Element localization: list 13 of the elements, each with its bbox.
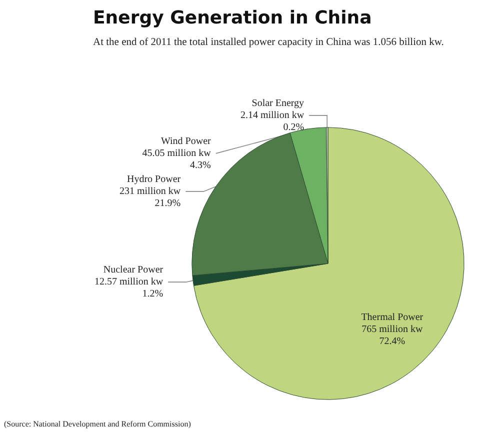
- slice-label: Wind Power: [160, 136, 212, 147]
- chart-title: Energy Generation in China: [93, 8, 372, 28]
- data-label: 2.14 million kw 0.2%: [240, 110, 305, 133]
- slice-label: Nuclear Power: [103, 264, 164, 276]
- slice-label: Hydro Power: [127, 174, 182, 185]
- data-label: 231 million kw 21.9%: [119, 186, 182, 209]
- data-label: 45.05 million kw 4.3%: [142, 148, 212, 171]
- data-label: 12.57 million kw 1.2%: [94, 276, 164, 300]
- slice-label: Solar Energy: [252, 98, 304, 109]
- text: (Source: National Development and Reform Commission): [4, 420, 192, 428]
- chart-subtitle: At the end of 2011 the total installed power capacity in China was 1.056 billion kw.: [93, 37, 444, 48]
- slice-label: Thermal Power: [361, 312, 424, 323]
- data-label: 765 million kw 72.4%: [362, 324, 424, 347]
